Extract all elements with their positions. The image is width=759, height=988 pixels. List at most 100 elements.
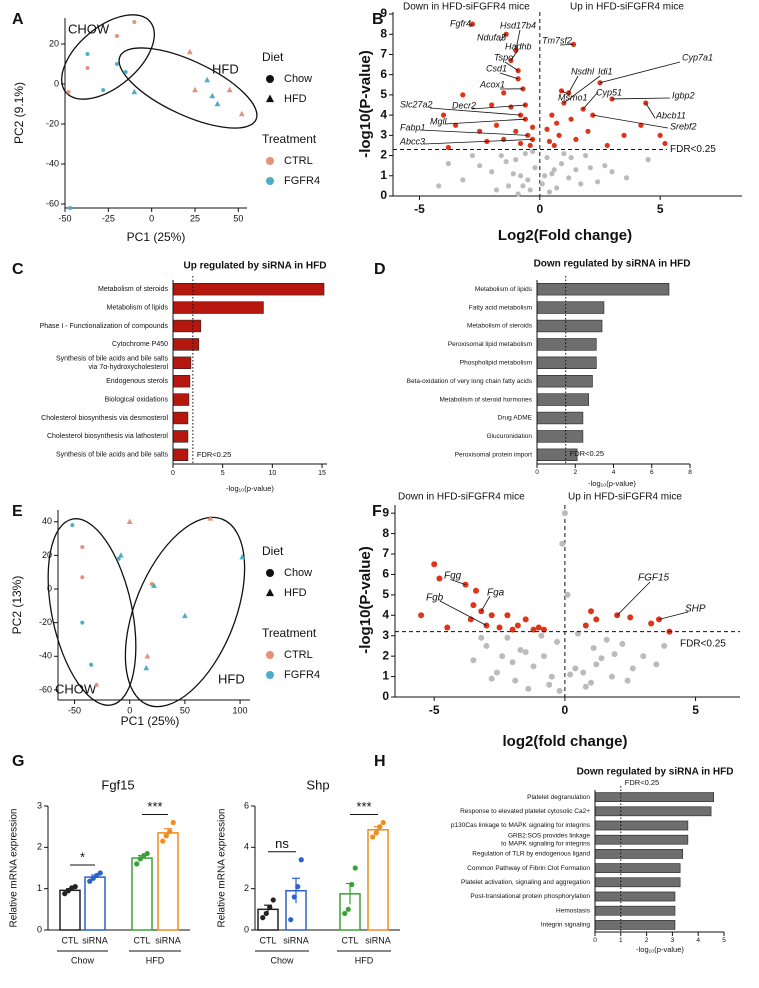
y-tick-label: 4 [244,842,249,852]
x-tick-label: 5 [221,470,225,477]
y-tick-label: 3 [380,128,387,142]
category-label: Hemostasis [556,907,591,914]
y-tick-label: 0 [37,924,42,934]
category-label: Common Pathway of Fibrin Clot Formation [467,865,590,872]
point [62,891,68,897]
legend-label: Chow [284,567,312,579]
annotation-line [612,97,671,100]
y-tick-label: 8 [382,526,389,540]
significance-label: ns [275,836,289,851]
annotation: Decr2 [452,100,476,110]
category-label: Cytochrome P450 [112,341,168,348]
point [238,110,245,117]
y-axis-label: -log10(P-value) [357,546,374,654]
annotation-line [439,600,487,626]
point [214,100,221,107]
point [501,90,507,96]
x-tick-label: 0 [536,202,543,216]
panel-letter: G [12,753,24,770]
point [580,669,587,676]
point [182,612,188,619]
annotation: Fgg [444,571,462,582]
point [134,861,140,867]
category-label: Platelet degranulation [527,794,590,801]
point [85,52,90,56]
y-tick-label: -40 [39,651,52,661]
category-label: Metabolism of lipids [475,286,533,293]
category-label: Fatty acid metabolism [469,304,532,311]
point [540,626,547,633]
annotation: Slc27a2 [400,99,433,109]
point [640,653,647,660]
point [517,140,524,147]
x-axis-label: Log2(Fold change) [498,227,632,244]
legend-label: FGFR4 [284,669,320,681]
category-label: Cholesterol biosynthesis via lathosterol [47,433,168,440]
bar [59,889,81,931]
point [418,612,425,619]
annotation-line [658,611,689,620]
bar [131,857,153,931]
bar [172,430,189,443]
annotation: Tm7sf2 [542,35,572,45]
point [538,632,545,639]
bar [536,375,593,388]
category-label: Metabolism of steroid hormones [440,396,533,403]
group-label: Chow [71,955,95,965]
x-tick-label: 0 [535,469,539,476]
annotation: SHP [685,604,706,615]
point [80,620,85,625]
point [611,651,618,658]
point [70,523,75,528]
point [653,661,660,668]
point [588,679,595,686]
point [648,620,655,627]
category-label: siRNA [155,935,181,945]
point [551,167,557,173]
annotation-line [480,595,491,612]
point [544,154,550,161]
y-tick-label: 3 [382,628,389,642]
bar [594,905,676,916]
category-label: Drug ADME [498,415,533,422]
y-tick-label: 9 [380,6,387,20]
x-tick-label: -25 [102,213,115,223]
group-label: HFD [212,61,239,76]
bar [367,829,389,931]
annotation: Csd1 [486,63,507,73]
annotation-line [451,579,466,586]
x-axis-label: -log₁₀(p-value) [636,945,684,954]
point [585,128,591,134]
point [509,626,516,633]
category-label: CTL [61,935,78,945]
x-axis-label: PC1 (25%) [121,714,180,728]
point [587,165,593,171]
y-tick-label: -40 [46,158,59,168]
point [540,653,547,660]
point [477,163,483,169]
annotation-line [469,23,473,28]
bar [594,891,676,902]
x-tick-label: 1 [619,937,623,944]
point [144,653,151,659]
point [530,124,536,130]
y-tick-label: 0 [54,78,59,88]
y-tick-label: 8 [380,26,387,40]
category-label: Regulation of TLR by endogenous ligand [472,851,590,858]
group-label: Chow [270,955,294,965]
point [445,161,451,167]
point [609,169,615,175]
point [380,819,386,826]
annotation-line [429,107,521,116]
annotation-line [561,90,571,96]
legend-label: FGFR4 [284,175,320,187]
point [532,165,538,171]
y-tick-label: 0 [244,924,249,934]
threshold-label: FDR<0.25 [197,450,231,459]
point [561,150,567,157]
legend-marker [266,651,274,659]
bar [172,375,191,388]
panel-letter: C [12,261,24,278]
y-tick-label: 2 [382,648,389,662]
annotation: Acox1 [479,79,505,89]
